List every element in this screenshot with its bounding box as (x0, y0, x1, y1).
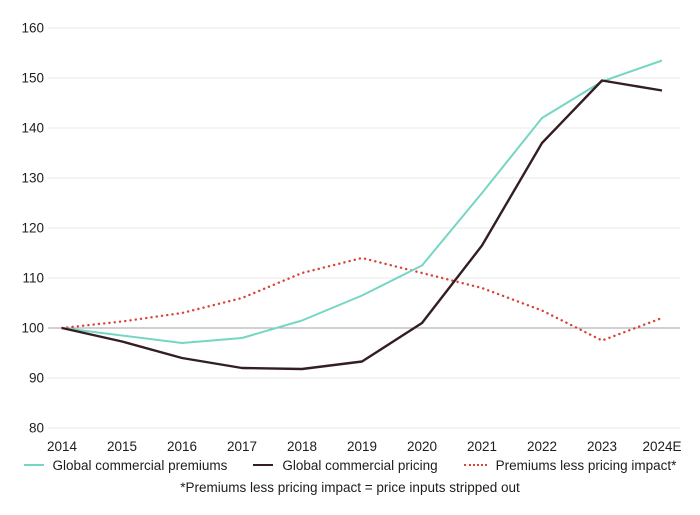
y-axis-tick-label: 140 (21, 121, 44, 136)
x-axis-tick-label: 2021 (467, 439, 497, 454)
chart-footnote: *Premiums less pricing impact = price in… (180, 480, 520, 495)
legend-marker-pricing-impact (463, 464, 487, 466)
y-axis-tick-label: 110 (22, 271, 44, 286)
y-axis-tick-label: 120 (21, 221, 44, 236)
x-axis-tick-label: 2020 (407, 439, 437, 454)
x-axis-tick-label: 2015 (107, 439, 137, 454)
series-line-pricing-impact (60, 256, 664, 342)
y-axis-tick-label: 100 (21, 321, 44, 336)
legend-item-pricing-impact: Premiums less pricing impact* (463, 457, 677, 473)
series-line-premiums (61, 59, 663, 344)
legend-label-pricing-impact: Premiums less pricing impact* (495, 457, 677, 473)
y-axis-tick-label: 90 (29, 371, 44, 386)
y-axis-tick-label: 150 (21, 71, 44, 86)
legend-marker-pricing (253, 464, 274, 466)
legend-label-premiums: Global commercial premiums (52, 457, 228, 473)
chart-legend: Global commercial premiums Global commerc… (0, 456, 700, 474)
y-axis-tick-label: 80 (29, 421, 44, 436)
y-axis-tick-label: 130 (21, 171, 44, 186)
legend-marker-premiums (23, 464, 44, 466)
x-axis-tick-label: 2016 (167, 439, 197, 454)
y-axis-tick-label: 160 (21, 21, 44, 36)
legend-label-pricing: Global commercial pricing (282, 457, 438, 473)
series-line-pricing (61, 79, 663, 371)
x-axis-tick-label: 2014 (47, 439, 78, 454)
x-axis-tick-label: 2023 (587, 439, 617, 454)
x-axis-tick-label: 2024E (642, 439, 681, 454)
x-axis-tick-label: 2017 (227, 439, 257, 454)
legend-item-pricing: Global commercial pricing (253, 457, 438, 473)
legend-item-premiums: Global commercial premiums (23, 457, 228, 473)
x-axis-tick-label: 2022 (527, 439, 557, 454)
x-axis-tick-label: 2019 (347, 439, 377, 454)
x-axis-tick-label: 2018 (287, 439, 317, 454)
chart-canvas: 80 90 100 110 120 130 140 150 160 2014 2015 2016 201… (21, 21, 681, 455)
